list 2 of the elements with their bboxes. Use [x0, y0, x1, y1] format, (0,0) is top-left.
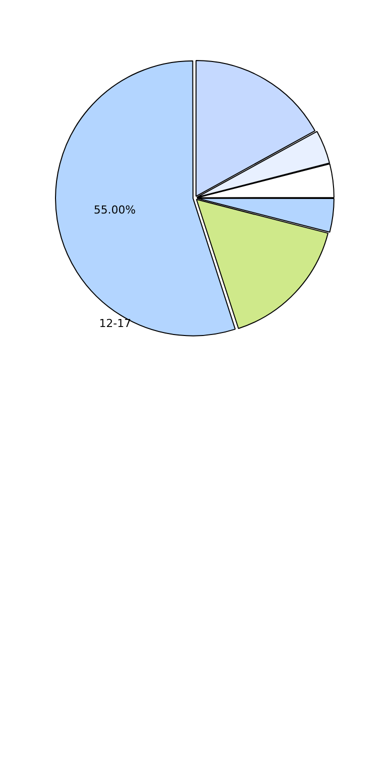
slice-label: 12-17	[99, 317, 132, 330]
data-label: 55.00%	[94, 204, 136, 217]
